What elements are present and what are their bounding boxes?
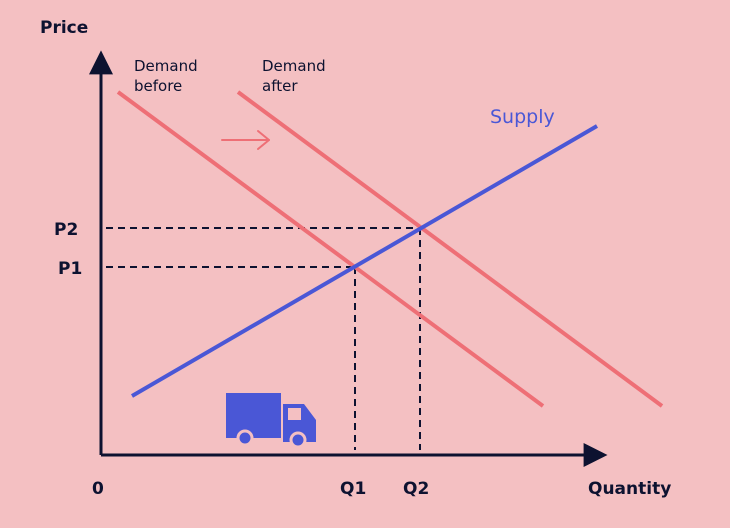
guide-lines (106, 227, 421, 450)
origin-label: 0 (92, 479, 104, 499)
p2-label: P2 (54, 220, 78, 240)
y-axis-label: Price (40, 18, 88, 38)
q2-label: Q2 (403, 479, 429, 499)
x-axis-label: Quantity (588, 479, 671, 499)
demand-after-label-line1: Demand (262, 57, 326, 75)
truck-icon (226, 393, 316, 449)
demand-after-line (236, 90, 664, 408)
p1-label: P1 (58, 259, 82, 279)
arrow-right-icon (221, 130, 270, 150)
supply-label: Supply (490, 106, 555, 128)
supply-line (130, 124, 599, 398)
demand-before-label-line1: Demand (134, 57, 198, 75)
demand-before-label-line2: before (134, 77, 182, 95)
demand-before-line (116, 90, 545, 408)
q1-label: Q1 (340, 479, 366, 499)
demand-after-label-line2: after (262, 77, 298, 95)
